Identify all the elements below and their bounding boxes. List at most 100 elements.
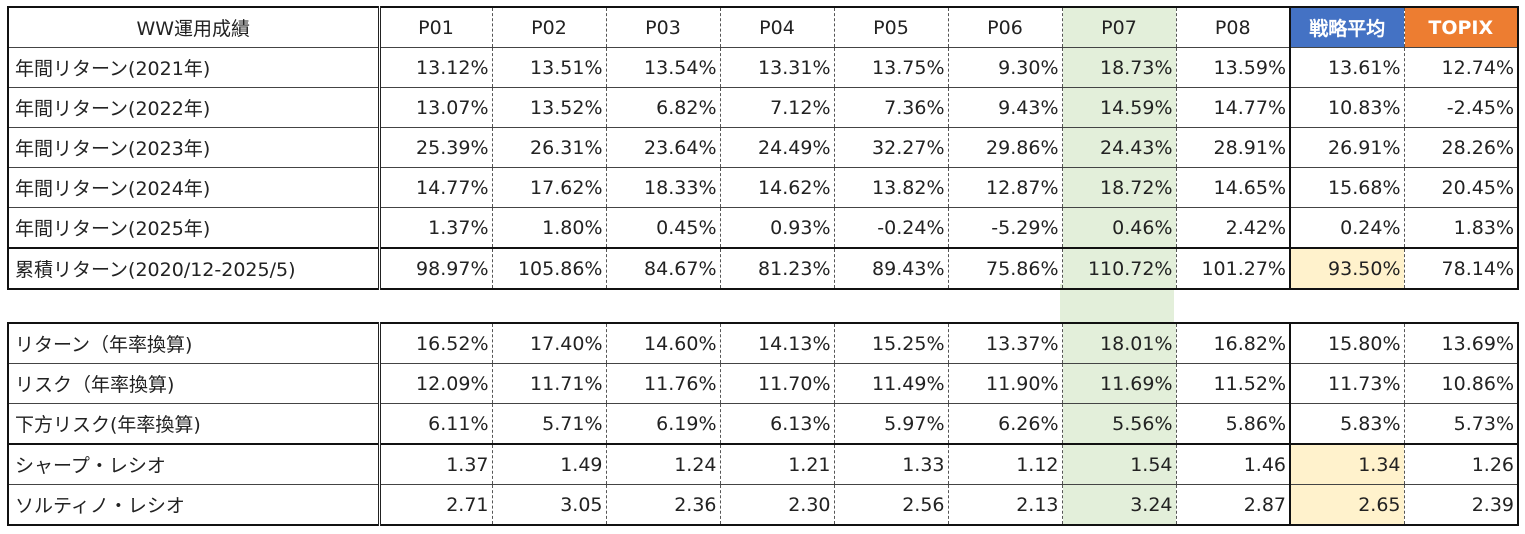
table-cell: 2.39 <box>1404 484 1519 526</box>
table-cell: 5.56% <box>1062 403 1177 444</box>
table-cell: 2.65 <box>1289 484 1405 526</box>
table-cell: 11.52% <box>1176 363 1291 404</box>
table-row: 年間リターン(2022年) 13.07% 13.52% 6.82% 7.12% 7.36%… <box>7 87 1519 128</box>
table-row: 年間リターン(2025年) 1.37% 1.80% 0.45% 0.93% -0.24% -… <box>7 207 1519 248</box>
table-cell: 1.24 <box>606 443 721 485</box>
table-row: 年間リターン(2023年) 25.39% 26.31% 23.64% 24.49% 32.… <box>7 127 1519 168</box>
col-header-p05: P05 <box>834 6 949 48</box>
table-cell: 16.82% <box>1176 322 1291 364</box>
table-cell: 3.05 <box>492 484 607 526</box>
table-cell: 6.82% <box>606 87 721 128</box>
table-cell: 75.86% <box>948 247 1063 290</box>
row-label: 年間リターン(2021年) <box>7 47 381 88</box>
table-cell: 1.80% <box>492 207 607 248</box>
table-cell: 18.33% <box>606 167 721 208</box>
table-cell: 15.25% <box>834 322 949 364</box>
table-cell: 0.45% <box>606 207 721 248</box>
table-cell: 14.13% <box>720 322 835 364</box>
row-label: 下方リスク(年率換算) <box>7 403 381 444</box>
table-cell: 13.61% <box>1289 47 1405 88</box>
col-header-p03: P03 <box>606 6 721 48</box>
header-row: WW運用成績 P01 P02 P03 P04 P05 P06 P07 P08 戦… <box>7 6 1519 48</box>
table-cell: 13.82% <box>834 167 949 208</box>
row-label: 年間リターン(2022年) <box>7 87 381 128</box>
table-cell: 11.69% <box>1062 363 1177 404</box>
table-cell: 14.65% <box>1176 167 1291 208</box>
table-cell: 11.70% <box>720 363 835 404</box>
table-cell: 10.83% <box>1289 87 1405 128</box>
table-cell: 5.71% <box>492 403 607 444</box>
table-cell: 93.50% <box>1289 247 1405 290</box>
table-cell: 26.91% <box>1289 127 1405 168</box>
table-cell: 13.59% <box>1176 47 1291 88</box>
table-cell: 5.83% <box>1289 403 1405 444</box>
table-cell: 14.59% <box>1062 87 1177 128</box>
table-cell: 1.37 <box>379 443 493 485</box>
table-cell: 7.36% <box>834 87 949 128</box>
risk-metrics-table: リターン（年率換算) 16.52% 17.40% 14.60% 14.13% 15.25%… <box>7 322 1519 526</box>
table-cell: 13.51% <box>492 47 607 88</box>
table-row: 累積リターン(2020/12-2025/5) 98.97% 105.86% 84.67… <box>7 247 1519 290</box>
table-cell: 29.86% <box>948 127 1063 168</box>
table-cell: 11.49% <box>834 363 949 404</box>
table-cell: 2.13 <box>948 484 1063 526</box>
table-cell: 18.73% <box>1062 47 1177 88</box>
table-cell: 101.27% <box>1176 247 1291 290</box>
table-cell: -0.24% <box>834 207 949 248</box>
table-cell: 26.31% <box>492 127 607 168</box>
row-label: リスク（年率換算) <box>7 363 381 404</box>
table-cell: 15.80% <box>1289 322 1405 364</box>
table-cell: 1.33 <box>834 443 949 485</box>
table-cell: 5.97% <box>834 403 949 444</box>
table-cell: 1.21 <box>720 443 835 485</box>
table-cell: 13.54% <box>606 47 721 88</box>
table-cell: 0.46% <box>1062 207 1177 248</box>
table-cell: 84.67% <box>606 247 721 290</box>
table-cell: 6.26% <box>948 403 1063 444</box>
table-cell: 2.42% <box>1176 207 1291 248</box>
table-cell: 13.52% <box>492 87 607 128</box>
table-cell: 5.86% <box>1176 403 1291 444</box>
table-cell: 98.97% <box>379 247 493 290</box>
table-cell: -2.45% <box>1404 87 1519 128</box>
table-cell: 2.56 <box>834 484 949 526</box>
table-cell: 11.90% <box>948 363 1063 404</box>
table-cell: 3.24 <box>1062 484 1177 526</box>
table-row: 下方リスク(年率換算) 6.11% 5.71% 6.19% 6.13% 5.97% 6.26… <box>7 403 1519 444</box>
table-cell: 0.24% <box>1289 207 1405 248</box>
table-cell: 10.86% <box>1404 363 1519 404</box>
table-cell: 13.69% <box>1404 322 1519 364</box>
col-header-p01: P01 <box>379 6 493 48</box>
row-label: 年間リターン(2023年) <box>7 127 381 168</box>
table-cell: 14.60% <box>606 322 721 364</box>
col-header-p08: P08 <box>1176 6 1291 48</box>
table-cell: 1.54 <box>1062 443 1177 485</box>
table-cell: 7.12% <box>720 87 835 128</box>
table-cell: 14.62% <box>720 167 835 208</box>
col-header-p06: P06 <box>948 6 1063 48</box>
table-cell: 13.07% <box>379 87 493 128</box>
table-title: WW運用成績 <box>7 6 381 48</box>
table-cell: 13.31% <box>720 47 835 88</box>
table-cell: 81.23% <box>720 247 835 290</box>
table-cell: -5.29% <box>948 207 1063 248</box>
col-header-p07: P07 <box>1062 6 1177 48</box>
table-cell: 12.74% <box>1404 47 1519 88</box>
table-cell: 28.91% <box>1176 127 1291 168</box>
table-cell: 110.72% <box>1062 247 1177 290</box>
table-cell: 2.30 <box>720 484 835 526</box>
table-cell: 6.13% <box>720 403 835 444</box>
performance-table: WW運用成績 P01 P02 P03 P04 P05 P06 P07 P08 戦… <box>7 6 1519 290</box>
table-cell: 89.43% <box>834 247 949 290</box>
table-cell: 20.45% <box>1404 167 1519 208</box>
table-cell: 105.86% <box>492 247 607 290</box>
table-cell: 1.49 <box>492 443 607 485</box>
table-cell: 11.76% <box>606 363 721 404</box>
table-cell: 1.12 <box>948 443 1063 485</box>
row-label: 累積リターン(2020/12-2025/5) <box>7 247 381 290</box>
table-cell: 24.43% <box>1062 127 1177 168</box>
table-row: 年間リターン(2021年) 13.12% 13.51% 13.54% 13.31% 13.… <box>7 47 1519 88</box>
table-row: リスク（年率換算) 12.09% 11.71% 11.76% 11.70% 11.49% 1… <box>7 363 1519 404</box>
table-cell: 1.83% <box>1404 207 1519 248</box>
table-row: ソルティノ・レシオ 2.71 3.05 2.36 2.30 2.56 2.13 3.24 2.8… <box>7 484 1519 526</box>
